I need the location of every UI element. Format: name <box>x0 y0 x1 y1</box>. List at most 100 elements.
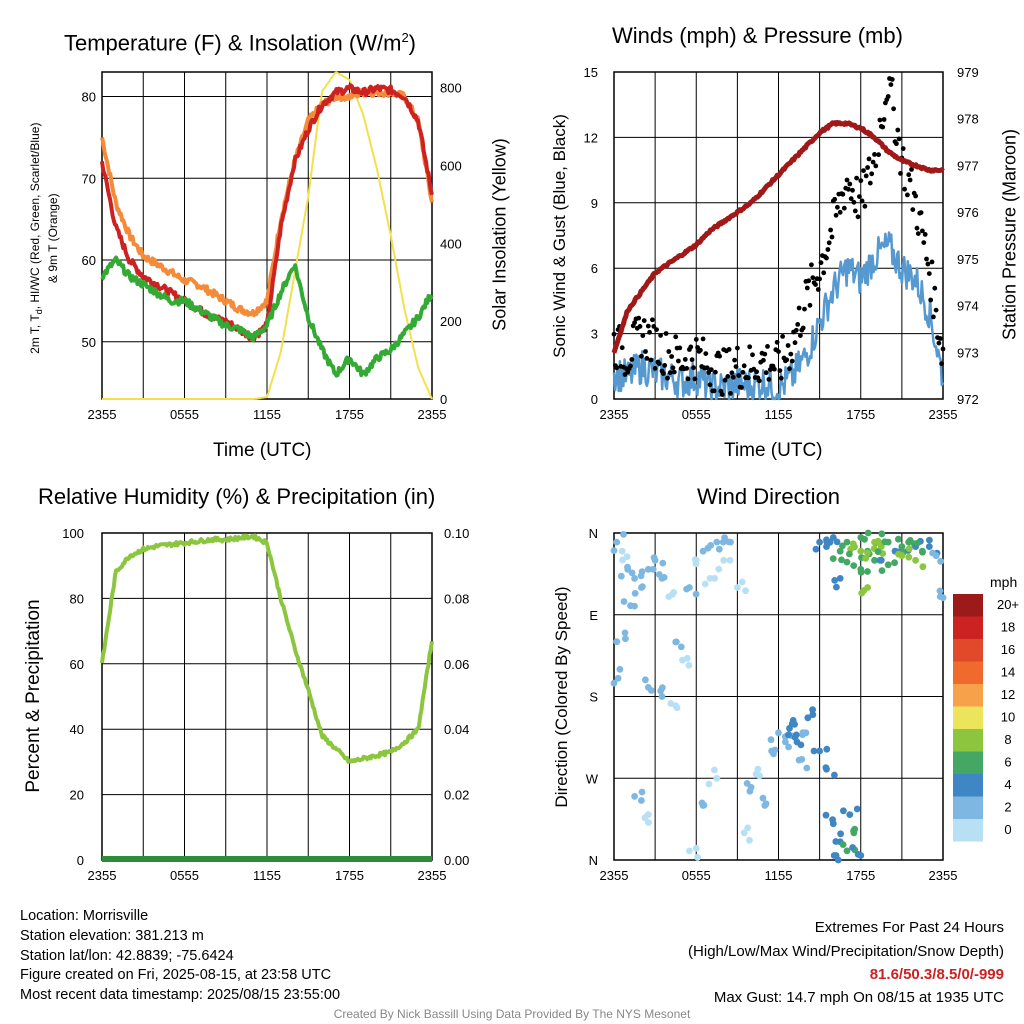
direction-point-30 <box>740 829 748 837</box>
winds-gust-point-81 <box>722 377 728 383</box>
winds-gust-point-132 <box>792 340 798 346</box>
direction-point-50-1 <box>853 805 861 813</box>
temperature-ytick-1: 60 <box>82 253 96 268</box>
winds-gust-point-59 <box>692 376 698 382</box>
direction-legend-label-1: 18 <box>1001 620 1015 635</box>
winds-gust-point-228 <box>924 256 929 262</box>
winds-gust-point-206 <box>894 141 899 147</box>
temperature-panel-title: Temperature (F) & Insolation (W/m2) <box>64 30 416 56</box>
direction-point-31-1 <box>746 787 754 795</box>
direction-point-42-1 <box>797 741 805 749</box>
winds-gust-point-184 <box>863 173 869 179</box>
winds-gust-point-168 <box>841 205 847 211</box>
direction-xtick-1: 0555 <box>682 868 711 883</box>
direction-point-15-1 <box>691 556 699 564</box>
direction-point-6-0 <box>650 554 658 561</box>
humidity-xtick-1: 0555 <box>170 868 199 883</box>
winds-y2tick-4: 976 <box>957 205 979 220</box>
winds-gust-point-26 <box>647 329 652 335</box>
direction-point-25-1 <box>638 788 646 796</box>
direction-legend-label-3: 14 <box>1001 665 1015 680</box>
direction-point-48-1 <box>851 825 859 833</box>
direction-ytick-2: S <box>589 690 598 705</box>
winds-gust-point-180 <box>858 178 864 184</box>
winds-gust-point-45 <box>673 334 679 340</box>
winds-gust-point-151 <box>818 260 824 266</box>
direction-legend-swatch-6 <box>953 729 983 752</box>
direction-point-19-0 <box>715 565 723 573</box>
winds-gust-point-179 <box>857 194 862 200</box>
winds-gust-point-173 <box>848 196 854 202</box>
direction-point-69-0 <box>937 557 944 565</box>
direction-point-27 <box>686 847 693 855</box>
winds-gust-point-197 <box>881 117 887 122</box>
direction-point-40 <box>809 711 817 719</box>
direction-point-36-1 <box>785 743 792 751</box>
direction-point-27-0 <box>692 844 700 852</box>
winds-gust-point-22 <box>641 318 647 323</box>
temperature-ylabel-line2: & 9m T (Orange) <box>46 193 61 283</box>
winds-gust-point-227 <box>922 232 928 237</box>
temperature-y2tick-0: 0 <box>440 392 447 407</box>
winds-gust-point-37 <box>662 363 668 368</box>
direction-point-76-1 <box>919 563 927 571</box>
direction-point-9-1 <box>616 665 624 673</box>
winds-gust-point-216 <box>907 177 913 183</box>
winds-gust-point-48 <box>677 345 683 351</box>
direction-point-80-0 <box>862 554 870 562</box>
winds-gust-point-25 <box>645 323 651 329</box>
winds-gust-point-229 <box>925 261 931 267</box>
winds-gust-point-18 <box>636 315 642 321</box>
winds-gust-point-119 <box>774 339 780 345</box>
winds-gust-point-141 <box>804 285 810 291</box>
winds-panel-title: Winds (mph) & Pressure (mb) <box>612 23 903 48</box>
winds-gust-point-52 <box>682 357 688 362</box>
humidity-y2tick-0: 0.00 <box>444 853 469 868</box>
temperature-xtick-3: 1755 <box>335 407 364 422</box>
direction-point-79-1 <box>850 562 858 569</box>
winds-gust-point-186 <box>866 156 872 162</box>
winds-gust-point-79 <box>719 392 725 397</box>
direction-point-77-0 <box>939 594 947 602</box>
direction-point-76-0 <box>905 553 913 561</box>
winds-gust-point-145 <box>810 275 816 281</box>
direction-point-17-0 <box>701 580 709 588</box>
winds-gust-point-120 <box>776 349 781 354</box>
winds-gust-point-155 <box>824 255 829 261</box>
direction-point-50 <box>846 811 854 818</box>
direction-point-58-0 <box>864 529 872 537</box>
humidity-ytick-1: 20 <box>70 788 84 803</box>
winds-gust-point-34 <box>658 333 663 338</box>
humidity-y2tick-1: 0.02 <box>444 788 469 803</box>
winds-gust-point-162 <box>833 212 839 218</box>
winds-gust-point-174 <box>850 187 855 193</box>
direction-point-29-1 <box>711 766 718 774</box>
direction-point-2-1 <box>624 563 631 571</box>
winds-gust-point-57 <box>689 357 695 363</box>
direction-point-73-0 <box>833 583 840 591</box>
direction-point-64 <box>898 543 906 550</box>
humidity-y2tick-2: 0.04 <box>444 722 469 737</box>
direction-point-55-1 <box>829 555 837 562</box>
winds-gust-point-190 <box>872 152 877 157</box>
direction-point-14-0 <box>683 585 690 593</box>
winds-gust-point-27 <box>648 357 654 363</box>
winds-series-maroon <box>611 119 945 354</box>
winds-gust-point-71 <box>708 367 714 373</box>
direction-ytick-0: N <box>589 853 598 868</box>
winds-gust-point-113 <box>766 377 772 382</box>
winds-gust-point-233 <box>931 314 936 320</box>
humidity-series-rh <box>100 533 434 764</box>
winds-gust-point-19 <box>637 324 643 329</box>
direction-point-46-1 <box>837 830 844 838</box>
temperature-ytick-0: 50 <box>82 335 96 350</box>
direction-point-35 <box>775 729 782 737</box>
direction-point-11-0 <box>631 602 638 610</box>
direction-plot-frame <box>613 532 944 861</box>
winds-y2tick-6: 978 <box>957 112 979 127</box>
winds-gust-point-222 <box>915 231 921 237</box>
winds-gust-point-150 <box>817 276 822 282</box>
direction-point-51-1 <box>849 844 856 851</box>
direction-point-23 <box>658 693 666 700</box>
